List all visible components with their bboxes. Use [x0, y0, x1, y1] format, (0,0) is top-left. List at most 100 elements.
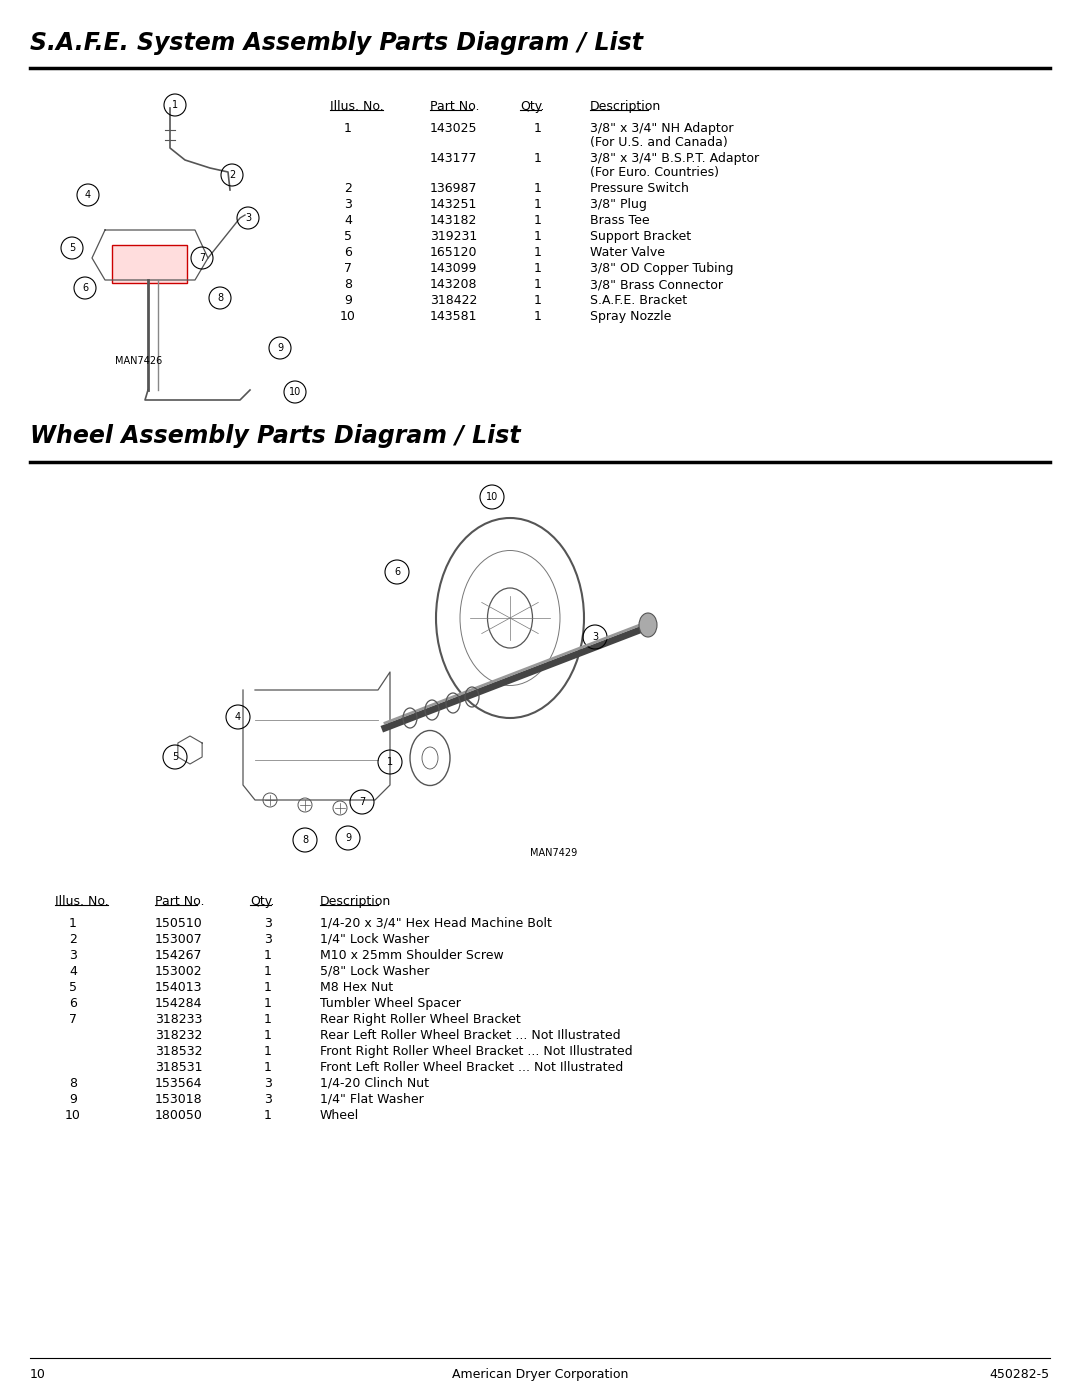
Text: (For Euro. Countries): (For Euro. Countries): [590, 166, 719, 179]
Text: 7: 7: [69, 1013, 77, 1025]
Text: 153018: 153018: [156, 1092, 203, 1106]
Text: 10: 10: [288, 387, 301, 397]
Text: Description: Description: [320, 895, 391, 908]
Text: Qty.: Qty.: [249, 895, 274, 908]
Text: 1: 1: [535, 122, 542, 136]
Text: 4: 4: [85, 190, 91, 200]
Text: Pressure Switch: Pressure Switch: [590, 182, 689, 196]
Text: Brass Tee: Brass Tee: [590, 214, 650, 226]
Text: 9: 9: [345, 293, 352, 307]
Text: 1: 1: [535, 231, 542, 243]
Text: Illus. No.: Illus. No.: [330, 101, 383, 113]
Text: Tumbler Wheel Spacer: Tumbler Wheel Spacer: [320, 997, 461, 1010]
Text: MAN7429: MAN7429: [530, 848, 577, 858]
Text: Description: Description: [590, 101, 661, 113]
Text: 1: 1: [265, 1060, 272, 1074]
Text: 4: 4: [345, 214, 352, 226]
Text: Illus. No.: Illus. No.: [55, 895, 109, 908]
Text: 1: 1: [535, 214, 542, 226]
Text: 1/4" Lock Washer: 1/4" Lock Washer: [320, 933, 429, 946]
Text: 8: 8: [69, 1077, 77, 1090]
Text: 5/8" Lock Washer: 5/8" Lock Washer: [320, 965, 430, 978]
Text: 3: 3: [265, 933, 272, 946]
Text: 3/8" Plug: 3/8" Plug: [590, 198, 647, 211]
Text: S.A.F.E. System Assembly Parts Diagram / List: S.A.F.E. System Assembly Parts Diagram /…: [30, 31, 643, 54]
Text: 1: 1: [535, 198, 542, 211]
Text: 318422: 318422: [430, 293, 477, 307]
Text: 150510: 150510: [156, 916, 203, 930]
Text: 153007: 153007: [156, 933, 203, 946]
Text: Wheel: Wheel: [320, 1109, 360, 1122]
Text: 1: 1: [535, 182, 542, 196]
Text: Rear Left Roller Wheel Bracket ... Not Illustrated: Rear Left Roller Wheel Bracket ... Not I…: [320, 1030, 621, 1042]
Text: 1: 1: [535, 293, 542, 307]
Text: 5: 5: [345, 231, 352, 243]
Text: 154267: 154267: [156, 949, 203, 963]
Text: 5: 5: [69, 981, 77, 995]
Text: 1: 1: [387, 757, 393, 767]
Text: 8: 8: [217, 293, 224, 303]
Text: 6: 6: [82, 284, 89, 293]
Text: 143208: 143208: [430, 278, 477, 291]
Text: 143182: 143182: [430, 214, 477, 226]
Text: 1: 1: [265, 1045, 272, 1058]
Text: 7: 7: [359, 798, 365, 807]
Text: 7: 7: [345, 263, 352, 275]
Text: 6: 6: [345, 246, 352, 258]
Text: 10: 10: [486, 492, 498, 502]
Text: 9: 9: [276, 344, 283, 353]
Text: 1/4" Flat Washer: 1/4" Flat Washer: [320, 1092, 423, 1106]
Text: 1: 1: [265, 1030, 272, 1042]
Text: 3/8" Brass Connector: 3/8" Brass Connector: [590, 278, 723, 291]
Text: 318232: 318232: [156, 1030, 202, 1042]
Text: 3: 3: [69, 949, 77, 963]
Text: 318531: 318531: [156, 1060, 203, 1074]
Text: 4: 4: [235, 712, 241, 722]
Text: (For U.S. and Canada): (For U.S. and Canada): [590, 136, 728, 149]
Text: 10: 10: [65, 1109, 81, 1122]
Text: 1: 1: [69, 916, 77, 930]
Text: Spray Nozzle: Spray Nozzle: [590, 310, 672, 323]
Text: 165120: 165120: [430, 246, 477, 258]
Text: Rear Right Roller Wheel Bracket: Rear Right Roller Wheel Bracket: [320, 1013, 521, 1025]
Text: 1: 1: [265, 1109, 272, 1122]
Text: 3: 3: [265, 1092, 272, 1106]
Text: 1/4-20 x 3/4" Hex Head Machine Bolt: 1/4-20 x 3/4" Hex Head Machine Bolt: [320, 916, 552, 930]
Text: 3: 3: [345, 198, 352, 211]
Text: 318532: 318532: [156, 1045, 203, 1058]
Text: 9: 9: [345, 833, 351, 842]
Text: Part No.: Part No.: [430, 101, 480, 113]
Text: 3/8" x 3/4" NH Adaptor: 3/8" x 3/4" NH Adaptor: [590, 122, 733, 136]
Text: 1: 1: [265, 965, 272, 978]
Text: Support Bracket: Support Bracket: [590, 231, 691, 243]
FancyBboxPatch shape: [112, 244, 187, 284]
Text: 154013: 154013: [156, 981, 203, 995]
Text: M8 Hex Nut: M8 Hex Nut: [320, 981, 393, 995]
Text: 136987: 136987: [430, 182, 477, 196]
Text: 1: 1: [535, 263, 542, 275]
Text: 8: 8: [345, 278, 352, 291]
Text: 1: 1: [535, 246, 542, 258]
Text: 143581: 143581: [430, 310, 477, 323]
Text: 1: 1: [345, 122, 352, 136]
Text: 8: 8: [302, 835, 308, 845]
Text: 2: 2: [229, 170, 235, 180]
Text: 4: 4: [69, 965, 77, 978]
Text: S.A.F.E. Bracket: S.A.F.E. Bracket: [590, 293, 687, 307]
Text: 1: 1: [265, 1013, 272, 1025]
Text: 3/8" OD Copper Tubing: 3/8" OD Copper Tubing: [590, 263, 733, 275]
Text: 3: 3: [265, 916, 272, 930]
Text: 6: 6: [394, 567, 400, 577]
Text: 1: 1: [535, 310, 542, 323]
Text: 3: 3: [592, 631, 598, 643]
Text: 3: 3: [265, 1077, 272, 1090]
Text: 1: 1: [172, 101, 178, 110]
Text: 143251: 143251: [430, 198, 477, 211]
Text: 10: 10: [30, 1368, 45, 1382]
Text: 7: 7: [199, 253, 205, 263]
Text: Wheel Assembly Parts Diagram / List: Wheel Assembly Parts Diagram / List: [30, 425, 521, 448]
Text: 1/4-20 Clinch Nut: 1/4-20 Clinch Nut: [320, 1077, 429, 1090]
Text: 3: 3: [245, 212, 251, 224]
Text: 6: 6: [69, 997, 77, 1010]
Text: Front Right Roller Wheel Bracket ... Not Illustrated: Front Right Roller Wheel Bracket ... Not…: [320, 1045, 633, 1058]
